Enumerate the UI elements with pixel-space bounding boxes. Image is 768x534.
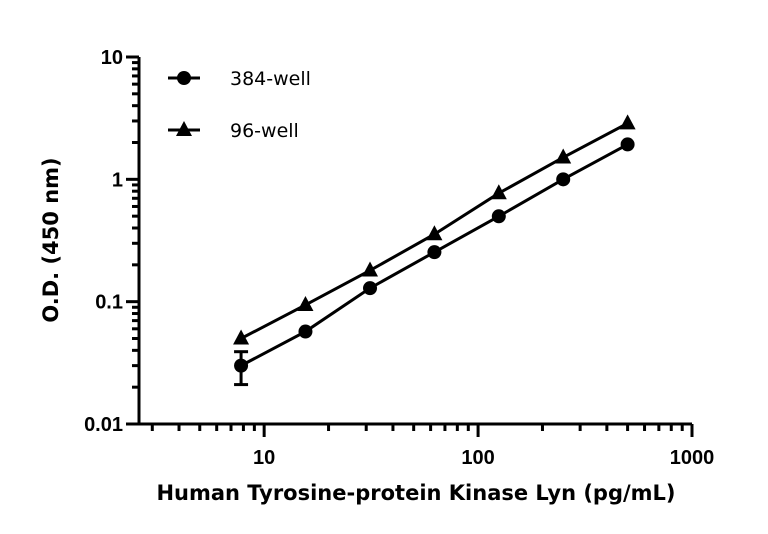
axes xyxy=(137,57,692,426)
data-point-circle xyxy=(427,245,442,260)
data-point-triangle xyxy=(297,295,314,311)
y-tick-label: 0.01 xyxy=(84,414,123,436)
data-point-circle xyxy=(363,281,378,296)
data-point-triangle xyxy=(490,184,507,200)
plot-area xyxy=(233,114,636,387)
legend-label-96-well: 96-well xyxy=(230,120,299,142)
legend-label-384-well: 384-well xyxy=(230,68,311,90)
y-tick-label: 1 xyxy=(112,169,123,191)
ticks: 10 100 1000 0.01 0.1 1 10 xyxy=(84,47,714,469)
y-tick-label: 0.1 xyxy=(95,292,123,314)
x-tick-label: 100 xyxy=(461,447,494,469)
data-point-triangle xyxy=(555,148,572,164)
data-point-triangle xyxy=(619,114,636,130)
data-point-circle xyxy=(234,358,249,373)
data-point-circle xyxy=(298,324,313,339)
data-point-triangle xyxy=(426,225,443,241)
x-tick-label: 1000 xyxy=(670,447,715,469)
x-tick-label: 10 xyxy=(253,447,275,469)
legend: 384-well 96-well xyxy=(168,68,311,142)
y-tick-label: 10 xyxy=(101,47,123,69)
data-point-triangle xyxy=(362,261,379,277)
legend-marker-triangle xyxy=(176,121,192,136)
y-axis-label: O.D. (450 nm) xyxy=(39,157,63,322)
data-point-circle xyxy=(556,172,571,187)
data-point-circle xyxy=(620,137,635,152)
data-point-triangle xyxy=(233,329,250,345)
legend-marker-circle xyxy=(177,71,191,85)
x-axis-label: Human Tyrosine-protein Kinase Lyn (pg/mL… xyxy=(156,481,675,505)
data-point-circle xyxy=(491,209,506,224)
